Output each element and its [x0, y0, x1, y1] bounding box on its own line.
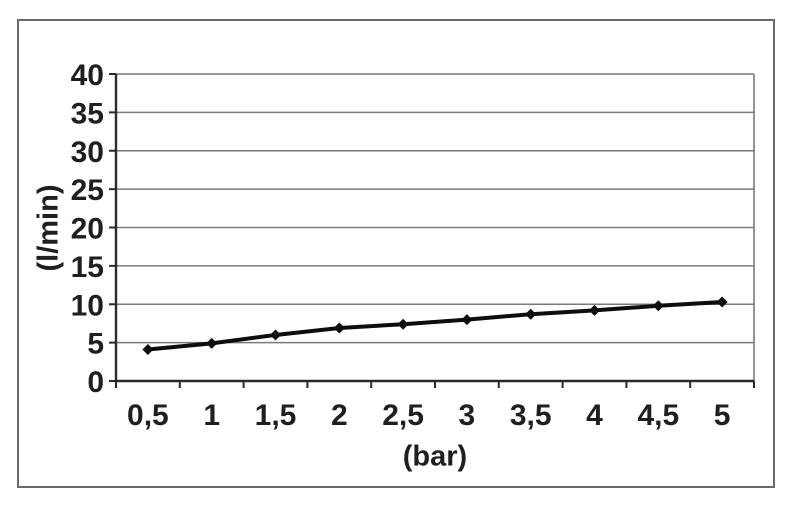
data-point-marker	[652, 300, 664, 312]
flow-vs-pressure-chart: 0 5 10 15 20 25 30 35 40 0,5 1 1,5 2 2,5 3 3,5 4 4,5 5	[71, 59, 755, 432]
x-tick-label: 4,5	[637, 399, 679, 432]
y-tick-label: 35	[71, 97, 104, 130]
x-tick-label: 0,5	[127, 399, 169, 432]
data-point-marker	[589, 304, 600, 316]
x-tick-label: 1,5	[255, 399, 297, 432]
y-tick-label: 20	[71, 213, 104, 246]
y-tick-label: 25	[71, 174, 104, 207]
y-axis-title: (l/min)	[32, 184, 65, 272]
y-tick-label: 30	[71, 136, 104, 169]
data-point-marker	[525, 308, 537, 320]
x-tick-label: 4	[586, 399, 603, 432]
chart-figure: 0 5 10 15 20 25 30 35 40 0,5 1 1,5 2 2,5 3 3,5 4 4,5 5 (l/…	[17, 19, 775, 488]
data-point-marker	[716, 296, 728, 308]
y-tick-label: 40	[71, 59, 104, 92]
y-tick-label: 5	[87, 328, 104, 361]
series-line	[145, 299, 725, 352]
y-tick-label: 0	[87, 366, 104, 399]
data-point-marker	[461, 314, 473, 326]
x-tick-label: 2	[331, 399, 348, 432]
data-point-marker	[142, 344, 154, 356]
x-tick-label: 1	[203, 399, 220, 432]
x-tick-label: 3,5	[510, 399, 552, 432]
x-tick-label: 5	[714, 399, 731, 432]
data-point-marker	[397, 318, 409, 330]
y-tick-label: 10	[71, 289, 104, 322]
data-point-marker	[333, 322, 345, 334]
x-axis-title: (bar)	[402, 440, 468, 473]
data-point-marker	[270, 329, 281, 341]
data-point-marker	[206, 337, 218, 349]
x-tick-label: 3	[459, 399, 476, 432]
x-tick-label: 2,5	[382, 399, 424, 432]
y-tick-label: 15	[71, 251, 104, 284]
